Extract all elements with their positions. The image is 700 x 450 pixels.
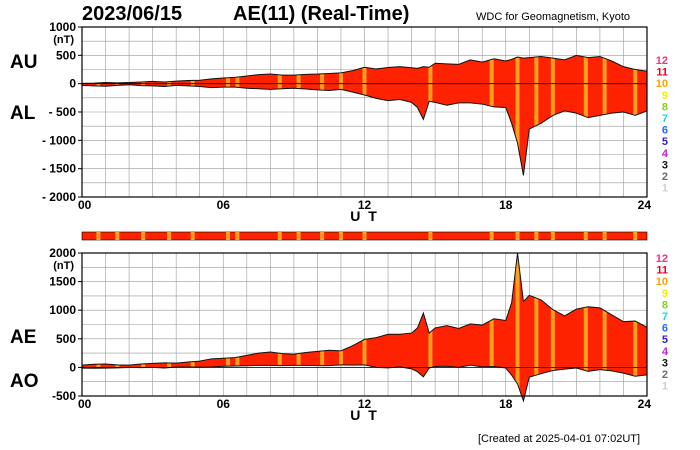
panel1-station-legend-item: 10 — [656, 78, 668, 90]
panel2-xaxis-label: U T — [350, 407, 379, 423]
coverage-gap-segment — [320, 232, 325, 240]
coverage-gap-segment — [338, 232, 343, 240]
panel1-ytick-label: 500 — [56, 48, 76, 62]
panel1-xtick-label: 24 — [638, 198, 652, 212]
panel1-station-legend-item: 12 — [656, 55, 668, 67]
coverage-gap-segment — [225, 232, 230, 240]
panel2-gap-stripe — [489, 253, 494, 396]
panel1-station-legend-item: 8 — [662, 101, 668, 113]
panel1-station-legend-item: 11 — [656, 67, 668, 79]
panel1-ytick-label: - 1500 — [42, 162, 76, 176]
coverage-gap-segment — [362, 232, 367, 240]
panel1-gap-stripe — [583, 55, 588, 176]
coverage-gap-segment — [296, 232, 301, 240]
panel1-ytick-label: - 500 — [49, 105, 77, 119]
coverage-gap-segment — [550, 232, 555, 240]
panel2-ytick-label: 500 — [56, 332, 76, 346]
panel1-envelope-fill — [82, 55, 647, 176]
panel1-xtick-label: 00 — [78, 198, 92, 212]
coverage-gap-segment — [583, 232, 588, 240]
panel1-xtick-label: 12 — [358, 198, 372, 212]
panel1-xaxis-label: U T — [350, 208, 379, 224]
coverage-gap-segment — [489, 232, 494, 240]
coverage-gap-segment — [633, 232, 638, 240]
panel1-ytick-label: 0 — [69, 77, 76, 91]
coverage-gap-segment — [115, 232, 120, 240]
coverage-gap-segment — [515, 232, 520, 240]
panel2-gap-stripe — [633, 253, 638, 396]
coverage-gap-segment — [167, 232, 172, 240]
panel2-xtick-label: 12 — [358, 397, 372, 411]
coverage-gap-segment — [141, 232, 146, 240]
panel1-ytick-label: 1000 — [49, 20, 76, 34]
panel1-station-legend-item: 1 — [662, 183, 668, 195]
panel2-ytick-label: 1500 — [49, 275, 76, 289]
panel1-series-al-line — [81, 84, 648, 176]
panel2-ytick-label: 1000 — [49, 303, 76, 317]
coverage-gap-segment — [602, 232, 607, 240]
panel2-station-legend-item: 8 — [662, 299, 668, 311]
panel2-station-legend-item: 7 — [662, 311, 668, 323]
panel2-station-legend-item: 12 — [656, 253, 668, 265]
panel1-station-legend-item: 7 — [662, 113, 668, 125]
panel2-unit-label: (nT) — [53, 260, 74, 272]
panel2-lower-label: AO — [10, 371, 39, 392]
panel2-xtick-label: 18 — [499, 397, 513, 411]
panel1-unit-label: (nT) — [53, 34, 74, 46]
panel2-ytick-label: 2000 — [49, 246, 76, 260]
created-timestamp: [Created at 2025-04-01 07:02UT] — [478, 433, 641, 445]
panel2-gap-stripe — [550, 253, 555, 396]
coverage-gap-segment — [235, 232, 240, 240]
panel2-ytick-label: -500 — [52, 389, 76, 403]
panel1-ytick-label: - 2000 — [42, 190, 76, 204]
panel2-upper-label: AE — [10, 327, 37, 348]
panel2-station-legend-item: 3 — [662, 357, 668, 369]
panel2-gap-stripe — [583, 253, 588, 396]
chart-title: AE(11) (Real-Time) — [233, 3, 410, 25]
panel2-frame — [81, 252, 648, 397]
panel2-xtick-label: 00 — [78, 397, 92, 411]
date-title: 2023/06/15 — [82, 3, 183, 25]
coverage-gap-segment — [96, 232, 101, 240]
panel2-station-legend-item: 11 — [656, 265, 668, 277]
panel1-xtick-label: 18 — [499, 198, 513, 212]
panel1-ytick-label: - 1000 — [42, 133, 76, 147]
panel2-station-legend-item: 1 — [662, 381, 668, 393]
panel1-station-legend-item: 2 — [662, 171, 668, 183]
panel2-station-legend-item: 10 — [656, 276, 668, 288]
panel1-upper-label: AU — [10, 52, 38, 73]
panel2-xtick-label: 24 — [638, 397, 652, 411]
panel2-station-legend-item: 9 — [662, 288, 668, 300]
panel2-xtick-label: 06 — [217, 397, 231, 411]
panel1-series-au-line — [81, 54, 648, 84]
panel1-gap-stripe — [534, 55, 539, 176]
coverage-gap-segment — [277, 232, 282, 240]
panel2-series-ae-line — [81, 252, 648, 366]
panel1-station-legend-item: 3 — [662, 159, 668, 171]
panel2-gap-stripe — [602, 253, 607, 396]
panel2-gap-stripe — [515, 253, 520, 396]
panel2-station-legend-item: 2 — [662, 369, 668, 381]
panel2-station-legend-item: 5 — [662, 334, 668, 346]
panel2-station-legend-item: 4 — [662, 346, 669, 358]
panel2-station-legend-item: 6 — [662, 323, 668, 335]
panel1-station-legend-item: 9 — [662, 90, 668, 102]
panel1-station-legend-item: 6 — [662, 125, 668, 137]
coverage-gap-segment — [534, 232, 539, 240]
panel2-envelope-fill — [82, 253, 647, 401]
panel1-station-legend-item: 4 — [662, 148, 669, 160]
panel2-series-ao-line — [81, 364, 648, 403]
panel1-xtick-label: 06 — [217, 198, 231, 212]
panel1-lower-label: AL — [10, 103, 36, 124]
organization-label: WDC for Geomagnetism, Kyoto — [476, 11, 631, 23]
panel1-gap-stripe — [515, 55, 520, 176]
panel1-station-legend-item: 5 — [662, 136, 668, 148]
coverage-gap-segment — [190, 232, 195, 240]
panel2-ytick-label: 0 — [69, 360, 76, 374]
panel2-gap-stripe — [534, 253, 539, 396]
coverage-gap-segment — [428, 232, 433, 240]
